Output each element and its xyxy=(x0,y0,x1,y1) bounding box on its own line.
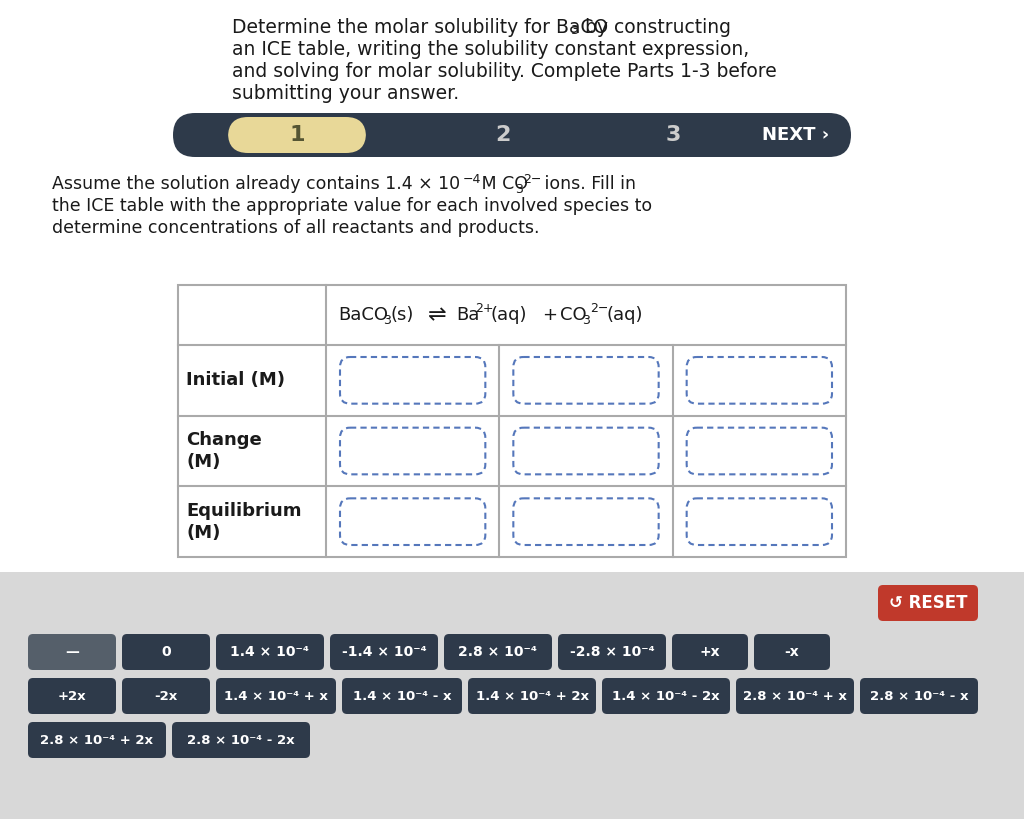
FancyBboxPatch shape xyxy=(173,113,851,157)
Text: 1.4 × 10⁻⁴ - x: 1.4 × 10⁻⁴ - x xyxy=(352,690,452,703)
FancyBboxPatch shape xyxy=(342,678,462,714)
Text: -2.8 × 10⁻⁴: -2.8 × 10⁻⁴ xyxy=(569,645,654,659)
Text: 2.8 × 10⁻⁴ - x: 2.8 × 10⁻⁴ - x xyxy=(869,690,969,703)
Text: ↺ RESET: ↺ RESET xyxy=(889,594,968,612)
Text: CO: CO xyxy=(560,306,587,324)
Text: −4: −4 xyxy=(463,173,481,186)
Bar xyxy=(178,285,846,557)
Text: 3: 3 xyxy=(582,314,590,327)
Text: 2+: 2+ xyxy=(475,302,494,315)
FancyBboxPatch shape xyxy=(122,678,210,714)
Text: 2−: 2− xyxy=(523,173,542,186)
Text: the ICE table with the appropriate value for each involved species to: the ICE table with the appropriate value… xyxy=(52,197,652,215)
FancyBboxPatch shape xyxy=(216,634,324,670)
Text: 1: 1 xyxy=(289,125,305,145)
FancyBboxPatch shape xyxy=(513,428,658,474)
FancyBboxPatch shape xyxy=(687,428,833,474)
Text: -1.4 × 10⁻⁴: -1.4 × 10⁻⁴ xyxy=(342,645,426,659)
Text: 3: 3 xyxy=(383,314,391,327)
Text: 2.8 × 10⁻⁴ + 2x: 2.8 × 10⁻⁴ + 2x xyxy=(41,734,154,746)
Text: 3: 3 xyxy=(515,183,523,196)
Text: 2.8 × 10⁻⁴ + x: 2.8 × 10⁻⁴ + x xyxy=(743,690,847,703)
Text: (s): (s) xyxy=(391,306,415,324)
FancyBboxPatch shape xyxy=(340,498,485,545)
Text: -2x: -2x xyxy=(155,690,177,703)
FancyBboxPatch shape xyxy=(754,634,830,670)
Bar xyxy=(0,572,1024,819)
FancyBboxPatch shape xyxy=(216,678,336,714)
Text: Equilibrium
(M): Equilibrium (M) xyxy=(186,501,301,541)
Text: +x: +x xyxy=(699,645,720,659)
Text: Change
(M): Change (M) xyxy=(186,431,262,471)
FancyBboxPatch shape xyxy=(736,678,854,714)
Text: 3: 3 xyxy=(571,24,580,37)
Text: 3: 3 xyxy=(666,125,681,145)
Text: submitting your answer.: submitting your answer. xyxy=(232,84,459,103)
FancyBboxPatch shape xyxy=(28,634,116,670)
Text: 0: 0 xyxy=(161,645,171,659)
Text: (aq): (aq) xyxy=(490,306,526,324)
FancyBboxPatch shape xyxy=(558,634,666,670)
FancyBboxPatch shape xyxy=(172,722,310,758)
Text: Initial (M): Initial (M) xyxy=(186,371,285,389)
FancyBboxPatch shape xyxy=(340,428,485,474)
Text: +2x: +2x xyxy=(57,690,86,703)
Text: 2.8 × 10⁻⁴ - 2x: 2.8 × 10⁻⁴ - 2x xyxy=(187,734,295,746)
Text: BaCO: BaCO xyxy=(338,306,388,324)
Text: Assume the solution already contains 1.4 × 10: Assume the solution already contains 1.4… xyxy=(52,175,460,193)
Text: 2−: 2− xyxy=(590,302,608,315)
FancyBboxPatch shape xyxy=(687,498,833,545)
Text: an ICE table, writing the solubility constant expression,: an ICE table, writing the solubility con… xyxy=(232,40,750,59)
Text: determine concentrations of all reactants and products.: determine concentrations of all reactant… xyxy=(52,219,540,237)
FancyBboxPatch shape xyxy=(122,634,210,670)
Text: NEXT ›: NEXT › xyxy=(763,126,829,144)
Text: 2.8 × 10⁻⁴: 2.8 × 10⁻⁴ xyxy=(459,645,538,659)
Text: (aq): (aq) xyxy=(606,306,642,324)
FancyBboxPatch shape xyxy=(878,585,978,621)
Text: —: — xyxy=(66,645,79,659)
Text: M CO: M CO xyxy=(476,175,528,193)
FancyBboxPatch shape xyxy=(513,357,658,404)
Text: Determine the molar solubility for BaCO: Determine the molar solubility for BaCO xyxy=(232,18,608,37)
FancyBboxPatch shape xyxy=(602,678,730,714)
FancyBboxPatch shape xyxy=(860,678,978,714)
FancyBboxPatch shape xyxy=(330,634,438,670)
Text: ions. Fill in: ions. Fill in xyxy=(539,175,636,193)
FancyBboxPatch shape xyxy=(340,357,485,404)
FancyBboxPatch shape xyxy=(672,634,748,670)
Text: and solving for molar solubility. Complete Parts 1-3 before: and solving for molar solubility. Comple… xyxy=(232,62,777,81)
Text: 2: 2 xyxy=(496,125,511,145)
Text: 1.4 × 10⁻⁴ - 2x: 1.4 × 10⁻⁴ - 2x xyxy=(612,690,720,703)
Text: 1.4 × 10⁻⁴ + 2x: 1.4 × 10⁻⁴ + 2x xyxy=(475,690,589,703)
FancyBboxPatch shape xyxy=(513,498,658,545)
Text: ⇌: ⇌ xyxy=(428,305,446,325)
FancyBboxPatch shape xyxy=(687,357,833,404)
FancyBboxPatch shape xyxy=(228,117,366,153)
Text: 1.4 × 10⁻⁴: 1.4 × 10⁻⁴ xyxy=(230,645,309,659)
Text: Ba: Ba xyxy=(456,306,479,324)
Text: +: + xyxy=(542,306,557,324)
FancyBboxPatch shape xyxy=(468,678,596,714)
Text: 1.4 × 10⁻⁴ + x: 1.4 × 10⁻⁴ + x xyxy=(224,690,328,703)
Text: by constructing: by constructing xyxy=(579,18,731,37)
FancyBboxPatch shape xyxy=(28,722,166,758)
Text: -x: -x xyxy=(784,645,800,659)
FancyBboxPatch shape xyxy=(444,634,552,670)
FancyBboxPatch shape xyxy=(28,678,116,714)
